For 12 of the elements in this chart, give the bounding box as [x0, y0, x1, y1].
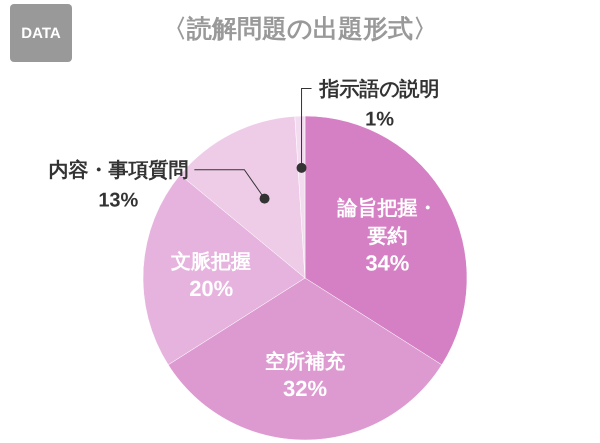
data-label: 32%: [282, 376, 328, 401]
text: DATA: [10, 4, 72, 62]
data-label: 13%: [98, 190, 139, 212]
data-label: 20%: [189, 276, 234, 302]
chart-title: 〈読解問題の出題形式〉: [162, 15, 438, 43]
slice-label: 内容・事項質問: [48, 158, 188, 182]
slice-label: 指示語の説明: [318, 77, 440, 100]
slice-label: 論旨把握・要約: [336, 196, 438, 248]
slice-label: 空所補充: [265, 350, 346, 373]
slice-label: 文脈把握: [170, 250, 252, 274]
data-label: 1%: [365, 108, 394, 130]
data-label: 34%: [365, 250, 410, 276]
